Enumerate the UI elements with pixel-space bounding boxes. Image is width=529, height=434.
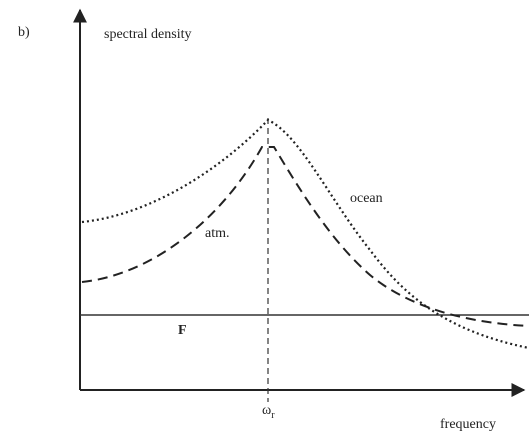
y-axis-label: spectral density (104, 27, 191, 42)
tick-symbol: ω (262, 403, 271, 418)
tick-label: ωr (262, 403, 275, 421)
ocean-curve (81, 118, 529, 350)
forcing-label: F (178, 323, 187, 338)
atm-label: atm. (205, 226, 230, 241)
ocean-label: ocean (350, 191, 383, 206)
atm-curve (81, 146, 529, 327)
panel-label: b) (18, 25, 30, 40)
tick-subscript: r (271, 410, 275, 421)
x-axis-label: frequency (440, 417, 496, 432)
